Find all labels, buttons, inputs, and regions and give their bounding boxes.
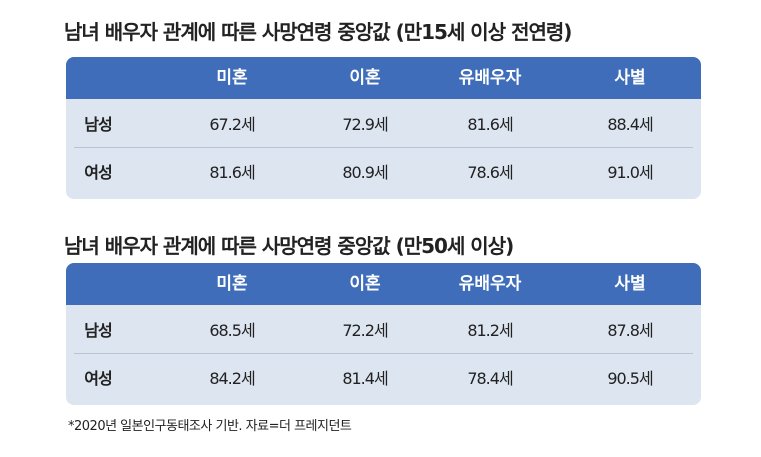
row-label: 남성 [84, 321, 112, 340]
column-header: 미혼 [216, 274, 248, 294]
table-cell: 81.6세 [209, 163, 255, 182]
table-row: 남성 68.5세 72.2세 81.2세 87.8세 [66, 311, 701, 351]
column-header: 이혼 [349, 274, 381, 294]
table-cell: 68.5세 [209, 321, 255, 340]
table-cell: 87.8세 [607, 321, 653, 340]
table-cell: 78.6세 [467, 163, 513, 182]
table-cell: 91.0세 [607, 163, 653, 182]
row-divider [74, 147, 693, 148]
table-cell: 81.6세 [467, 115, 513, 134]
table-cell: 84.2세 [209, 369, 255, 388]
footnote: *2020년 일본인구동태조사 기반. 자료=더 프레지던트 [68, 419, 352, 434]
table-cell: 81.2세 [467, 321, 513, 340]
row-label: 남성 [84, 115, 112, 134]
table-cell: 88.4세 [607, 115, 653, 134]
row-label: 여성 [84, 163, 112, 182]
table-title: 남녀 배우자 관계에 따른 사망연령 중앙값 (만50세 이상) [64, 234, 514, 258]
table-row: 남성 67.2세 72.9세 81.6세 88.4세 [66, 105, 701, 145]
column-header: 유배우자 [458, 68, 522, 88]
row-label: 여성 [84, 369, 112, 388]
table-cell: 80.9세 [342, 163, 388, 182]
table-cell: 90.5세 [607, 369, 653, 388]
table-cell: 72.9세 [342, 115, 388, 134]
column-header: 이혼 [349, 68, 381, 88]
table-cell: 81.4세 [342, 369, 388, 388]
column-header: 미혼 [216, 68, 248, 88]
column-header: 사별 [614, 68, 646, 88]
table-header: 미혼 이혼 유배우자 사별 [66, 263, 701, 305]
table-row: 여성 81.6세 80.9세 78.6세 91.0세 [66, 153, 701, 193]
table-cell: 72.2세 [342, 321, 388, 340]
column-header: 사별 [614, 274, 646, 294]
table-cell: 67.2세 [209, 115, 255, 134]
table-row: 여성 84.2세 81.4세 78.4세 90.5세 [66, 359, 701, 399]
row-divider [74, 353, 693, 354]
table-header: 미혼 이혼 유배우자 사별 [66, 57, 701, 99]
column-header: 유배우자 [458, 274, 522, 294]
table-title: 남녀 배우자 관계에 따른 사망연령 중앙값 (만15세 이상 전연령) [64, 20, 572, 44]
table-cell: 78.4세 [467, 369, 513, 388]
